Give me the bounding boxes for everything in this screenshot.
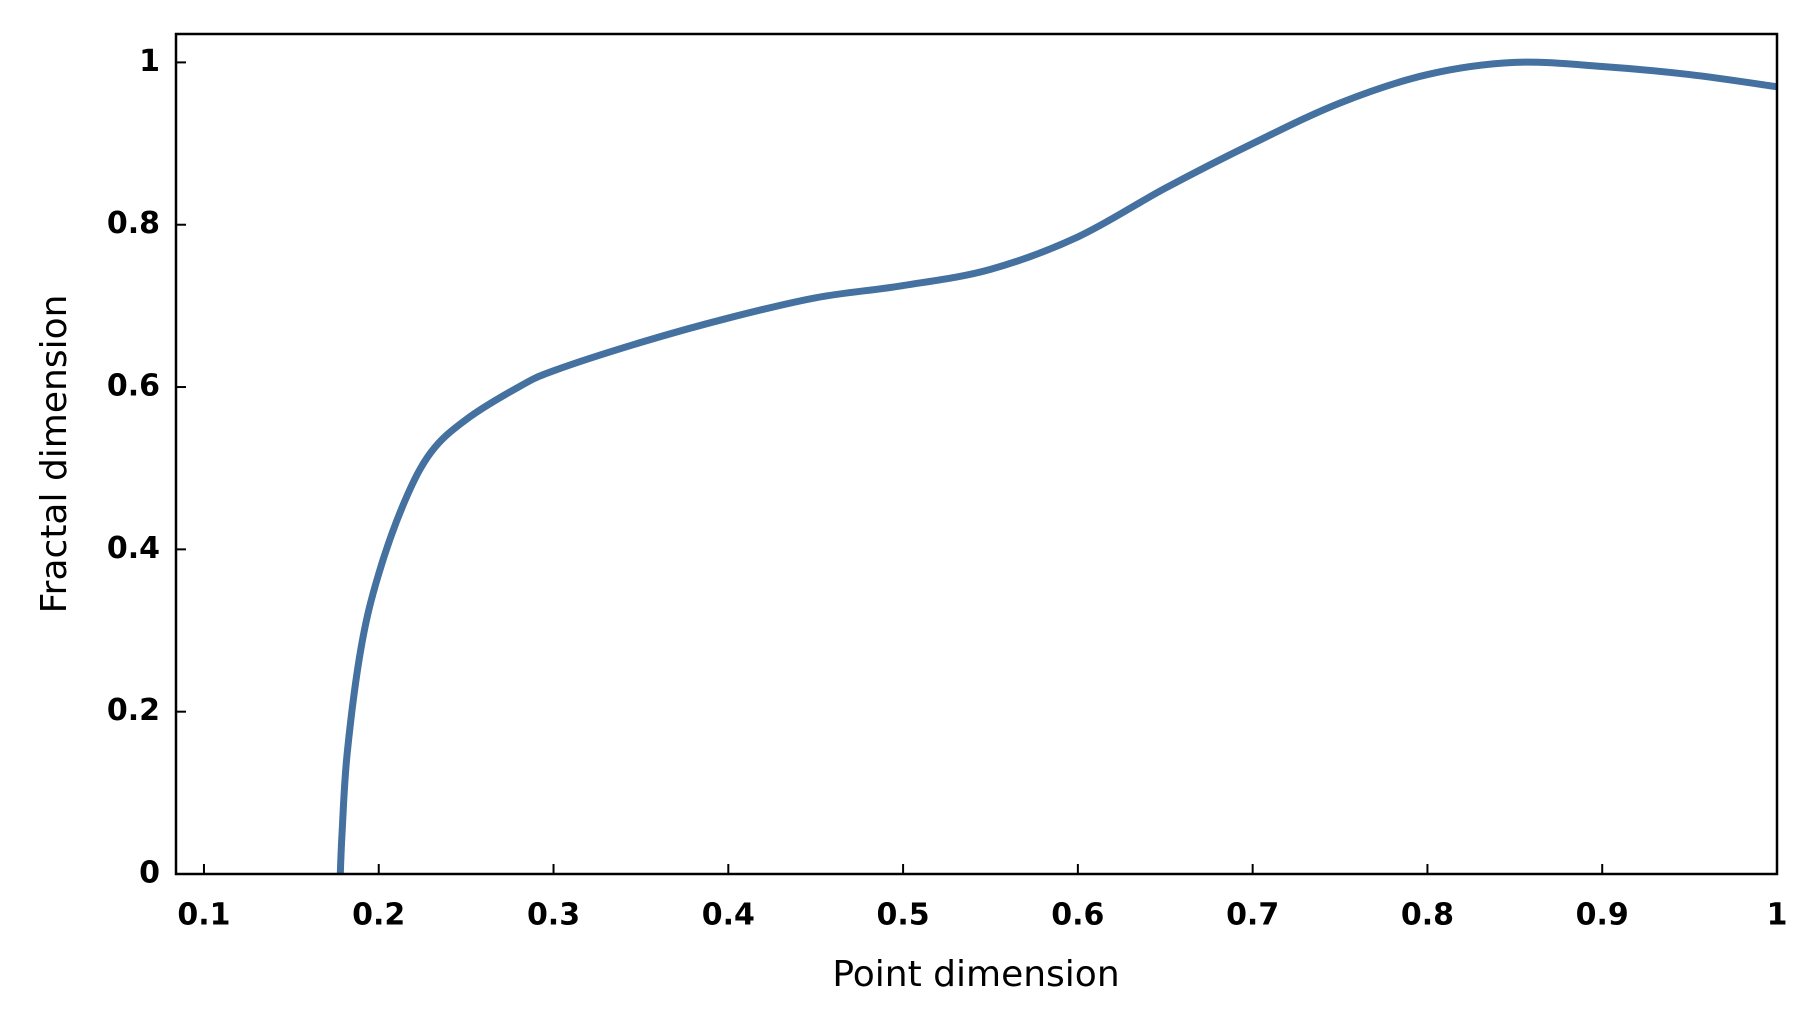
y-tick-label: 0.2	[107, 693, 160, 728]
x-tick-label: 0.9	[1576, 898, 1629, 933]
x-tick-label: 0.2	[352, 898, 405, 933]
x-tick-label: 1	[1767, 898, 1788, 933]
x-tick-label: 0.5	[877, 898, 930, 933]
x-tick-label: 0.7	[1226, 898, 1279, 933]
data-line	[336, 58, 1777, 874]
x-tick-label: 0.8	[1401, 898, 1454, 933]
x-tick-label: 0.1	[177, 898, 230, 933]
x-axis-label: Point dimension	[832, 954, 1119, 995]
plot-frame	[174, 32, 1779, 876]
y-tick-label: 1	[139, 44, 160, 79]
x-tick-label: 0.4	[702, 898, 755, 933]
x-tick-label: 0.3	[527, 898, 580, 933]
y-tick-label: 0.6	[107, 369, 160, 404]
y-tick-label: 0	[139, 856, 160, 891]
x-tick-label: 0.6	[1051, 898, 1104, 933]
y-axis-label: Fractal dimension	[34, 295, 75, 614]
y-tick-label: 0.8	[107, 206, 160, 241]
y-tick-label: 0.4	[107, 531, 160, 566]
